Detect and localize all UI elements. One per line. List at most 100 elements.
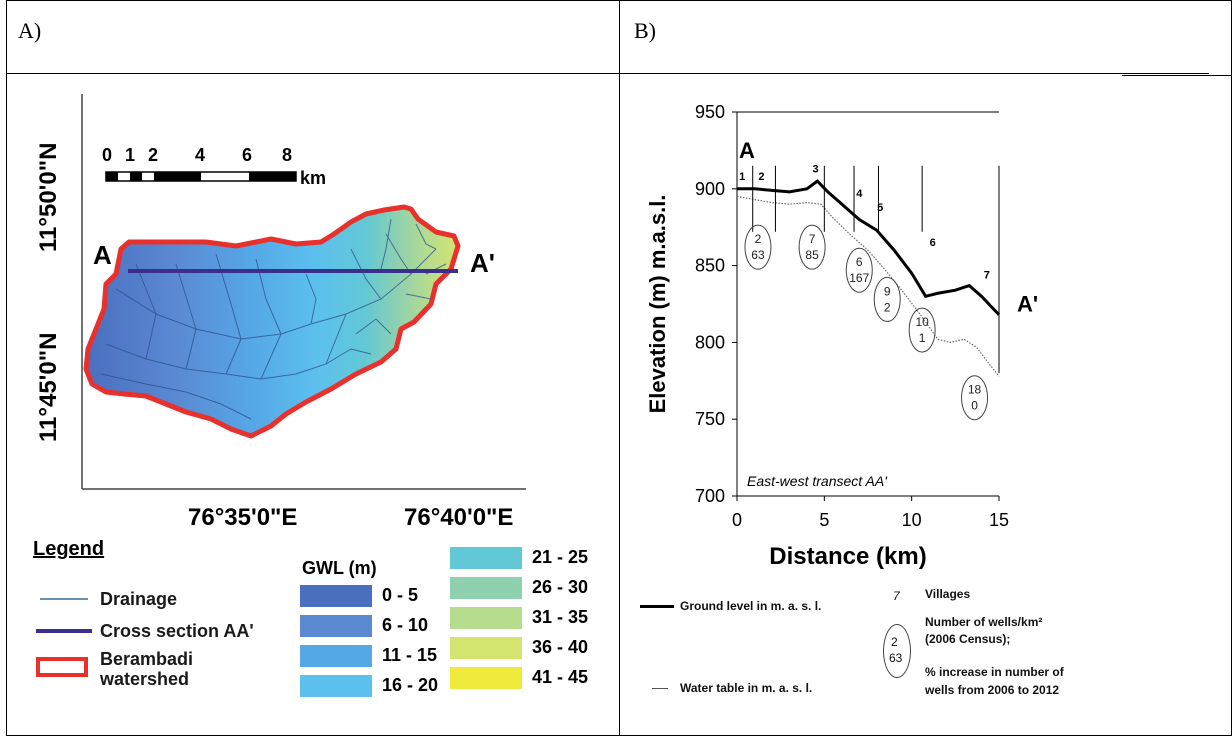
gwl-swatch — [300, 675, 372, 697]
village-ellipse — [961, 375, 989, 421]
village-wells-increase: 0 — [971, 399, 978, 413]
gwl-class-label: 11 - 15 — [382, 645, 438, 665]
village-ellipse — [798, 224, 826, 270]
village-id-label: 2 — [758, 171, 764, 183]
village-wells-count: 7 — [809, 232, 816, 246]
y-tick-label: 800 — [695, 332, 725, 352]
panel-a-label: A) — [18, 18, 42, 43]
legend-water-table-line — [652, 688, 668, 689]
gwl-class-label: 36 - 40 — [532, 637, 589, 657]
village-wells-increase: 85 — [805, 248, 819, 262]
legend-wells-ellipse — [883, 624, 911, 678]
village-wells-increase: 1 — [919, 331, 926, 345]
chart-point-a: A — [739, 138, 755, 163]
map-point-a: A — [93, 240, 112, 270]
gwl-class-label: 0 - 5 — [382, 585, 419, 605]
gwl-class-label: 21 - 25 — [532, 547, 589, 567]
y-tick-label: 900 — [695, 179, 725, 199]
village-id-label: 3 — [813, 164, 819, 176]
gwl-class-label: 16 - 20 — [382, 675, 439, 695]
ground-level-line — [737, 179, 1001, 316]
village-id-label: 4 — [856, 188, 863, 200]
x-tick-label: 15 — [989, 510, 1009, 530]
panel-b — [619, 0, 1232, 736]
legend-ground-level-label: Ground level in m. a. s. l. — [680, 599, 822, 613]
scale-number-1: 1 — [125, 145, 136, 165]
y-tick-label: 950 — [695, 102, 725, 122]
legend-drainage-line — [40, 598, 88, 600]
legend-title: Legend — [33, 538, 105, 560]
chart-point-a-prime: A' — [1017, 292, 1038, 317]
scale-unit: km — [300, 168, 327, 188]
legend-wells-sample-1: 2 — [891, 635, 898, 649]
village-wells-count: 10 — [915, 315, 929, 329]
gwl-swatch — [450, 577, 522, 599]
gwl-class-label: 26 - 30 — [532, 577, 589, 597]
x-axis-label: Distance (km) — [769, 543, 926, 570]
village-wells-count: 18 — [968, 383, 982, 397]
y-axis-label: Elevation (m) m.a.s.l. — [645, 195, 670, 414]
village-wells-increase: 2 — [884, 300, 891, 314]
legend-wells-text-1: Number of wells/km² — [925, 615, 1043, 629]
legend-wells-text-4: wells from 2006 to 2012 — [925, 683, 1060, 697]
village-wells-increase: 63 — [751, 248, 765, 262]
panel-b-header-rule-right — [1122, 75, 1232, 76]
lon-label-left: 76°35'0"E — [188, 504, 298, 531]
x-tick-label: 10 — [902, 510, 922, 530]
gwl-swatch — [300, 585, 372, 607]
village-wells-increase: 167 — [849, 271, 869, 285]
scale-number-8: 8 — [282, 145, 293, 165]
village-wells-count: 9 — [884, 284, 891, 298]
village-ellipse — [873, 276, 901, 322]
gwl-class-label: 6 - 10 — [382, 615, 429, 635]
scale-number-0: 0 — [102, 145, 113, 165]
legend-wells-text-2: (2006 Census); — [925, 632, 1011, 646]
legend-watershed-label-1: Berambadi — [100, 649, 194, 669]
scale-bar — [105, 171, 297, 182]
legend-villages-symbol: 7 — [893, 589, 900, 603]
village-id-label: 7 — [984, 269, 990, 281]
legend-ground-level-line — [640, 605, 674, 608]
x-tick-label: 5 — [819, 510, 829, 530]
legend-cross-section-label: Cross section AA' — [100, 621, 254, 641]
gwl-swatch — [450, 637, 522, 659]
village-ellipse — [744, 224, 772, 270]
panel-b-label: B) — [634, 18, 656, 43]
transect-annotation: East-west transect AA' — [747, 473, 888, 489]
village-ellipse — [908, 307, 936, 353]
y-tick-label: 850 — [695, 256, 725, 276]
legend-wells-sample-2: 63 — [889, 651, 903, 665]
village-id-label: 6 — [930, 237, 936, 249]
map-point-a-prime: A' — [470, 248, 495, 278]
watershed-polygon — [83, 204, 461, 439]
x-tick-label: 0 — [732, 510, 742, 530]
lat-label-bottom: 11°45'0"N — [35, 332, 62, 442]
legend-watershed-swatch — [36, 657, 88, 677]
gwl-swatch — [450, 547, 522, 569]
panel-a-header-rule — [6, 73, 620, 74]
legend-watershed-label-2: watershed — [100, 669, 190, 689]
y-tick-label: 750 — [695, 409, 725, 429]
panel-b-header-rule-left — [619, 73, 1209, 74]
legend-wells-text-3: % increase in number of — [925, 665, 1064, 679]
village-id-label: 1 — [739, 171, 745, 183]
gwl-class-label: 31 - 35 — [532, 607, 589, 627]
lat-label-top: 11°50'0"N — [35, 142, 62, 252]
village-wells-count: 6 — [856, 255, 863, 269]
legend-villages-label: Villages — [925, 587, 971, 601]
legend-drainage-label: Drainage — [100, 589, 178, 609]
village-ellipse — [845, 247, 873, 293]
legend-water-table-label: Water table in m. a. s. l. — [680, 681, 813, 695]
gwl-legend-title: GWL (m) — [302, 558, 377, 578]
lon-label-right: 76°40'0"E — [404, 504, 514, 531]
gwl-swatch — [450, 607, 522, 629]
gwl-swatch — [300, 615, 372, 637]
watershed-map — [81, 94, 526, 490]
scale-number-6: 6 — [242, 145, 253, 165]
gwl-swatch — [450, 667, 522, 689]
village-id-label: 5 — [877, 202, 883, 214]
village-wells-count: 2 — [755, 232, 762, 246]
y-tick-label: 700 — [695, 486, 725, 506]
scale-number-2: 2 — [148, 145, 159, 165]
